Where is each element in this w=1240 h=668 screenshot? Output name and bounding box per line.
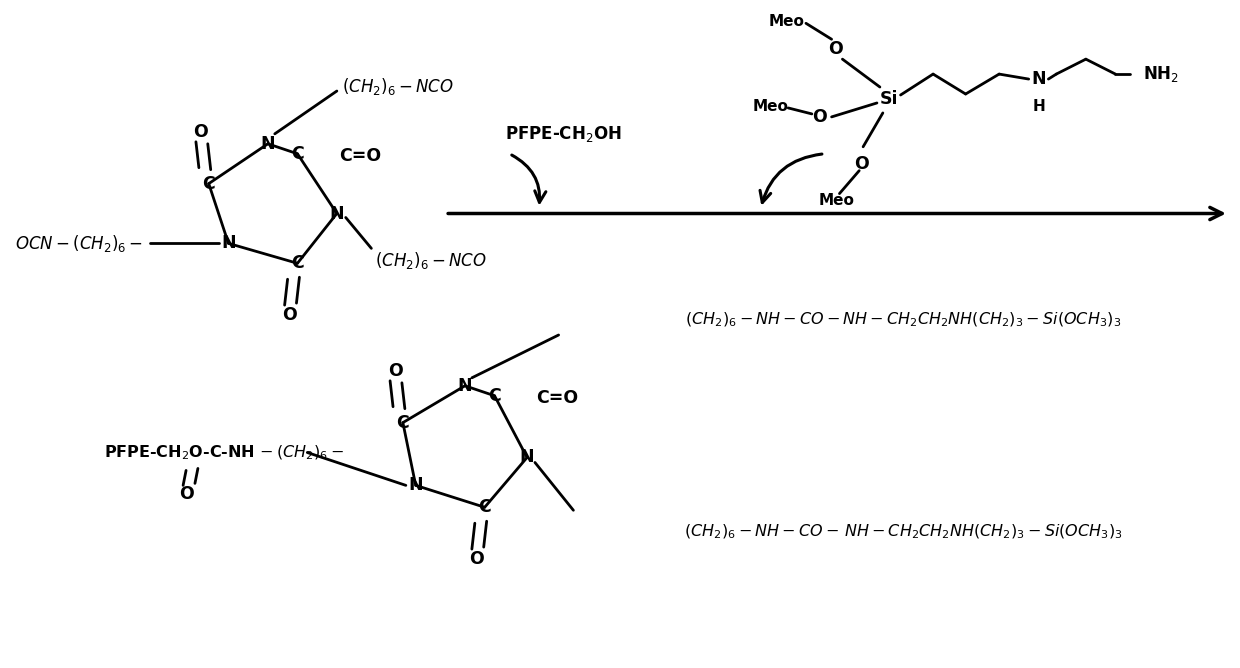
Text: $OCN-(CH_2)_6-$: $OCN-(CH_2)_6-$ (15, 233, 143, 254)
Text: N: N (458, 377, 472, 395)
Text: N: N (1032, 70, 1045, 88)
Text: N: N (520, 448, 534, 466)
Text: O: O (388, 362, 402, 380)
Text: O: O (283, 306, 296, 324)
Text: C: C (479, 498, 491, 516)
Text: NH$_2$: NH$_2$ (1143, 64, 1179, 84)
Text: Meo: Meo (769, 14, 805, 29)
Text: O: O (470, 550, 484, 568)
Text: C: C (291, 255, 304, 273)
Text: O: O (828, 40, 843, 58)
Text: N: N (221, 234, 236, 253)
Text: C: C (489, 387, 501, 405)
Text: PFPE-CH$_2$OH: PFPE-CH$_2$OH (505, 124, 622, 144)
Text: O: O (812, 108, 827, 126)
Text: O: O (854, 155, 868, 173)
Text: Meo: Meo (818, 193, 854, 208)
Text: N: N (408, 476, 423, 494)
Text: $(CH_2)_6-NCO$: $(CH_2)_6-NCO$ (374, 250, 486, 271)
Text: PFPE-CH$_2$O-C-NH$\,-(CH_2)_6-$: PFPE-CH$_2$O-C-NH$\,-(CH_2)_6-$ (104, 444, 343, 462)
Text: $(CH_2)_6-NH-CO-\,NH-CH_2CH_2NH(CH_2)_3-Si(OCH_3)_3$: $(CH_2)_6-NH-CO-\,NH-CH_2CH_2NH(CH_2)_3-… (684, 523, 1123, 541)
Text: C=O: C=O (536, 389, 578, 407)
Text: O: O (193, 123, 208, 141)
Text: C: C (291, 145, 304, 163)
Text: Meo: Meo (753, 100, 789, 114)
Text: C: C (397, 413, 409, 432)
Text: N: N (330, 204, 345, 222)
Text: H: H (1032, 100, 1045, 114)
Text: N: N (260, 135, 275, 153)
Text: $(CH_2)_6-NH-CO-NH-CH_2CH_2NH(CH_2)_3-Si(OCH_3)_3$: $(CH_2)_6-NH-CO-NH-CH_2CH_2NH(CH_2)_3-Si… (686, 311, 1122, 329)
Text: C: C (202, 174, 215, 192)
Text: $(CH_2)_6-NCO$: $(CH_2)_6-NCO$ (342, 75, 454, 97)
Text: O: O (179, 486, 193, 503)
Text: C=O: C=O (339, 147, 381, 165)
Text: Si: Si (879, 90, 898, 108)
